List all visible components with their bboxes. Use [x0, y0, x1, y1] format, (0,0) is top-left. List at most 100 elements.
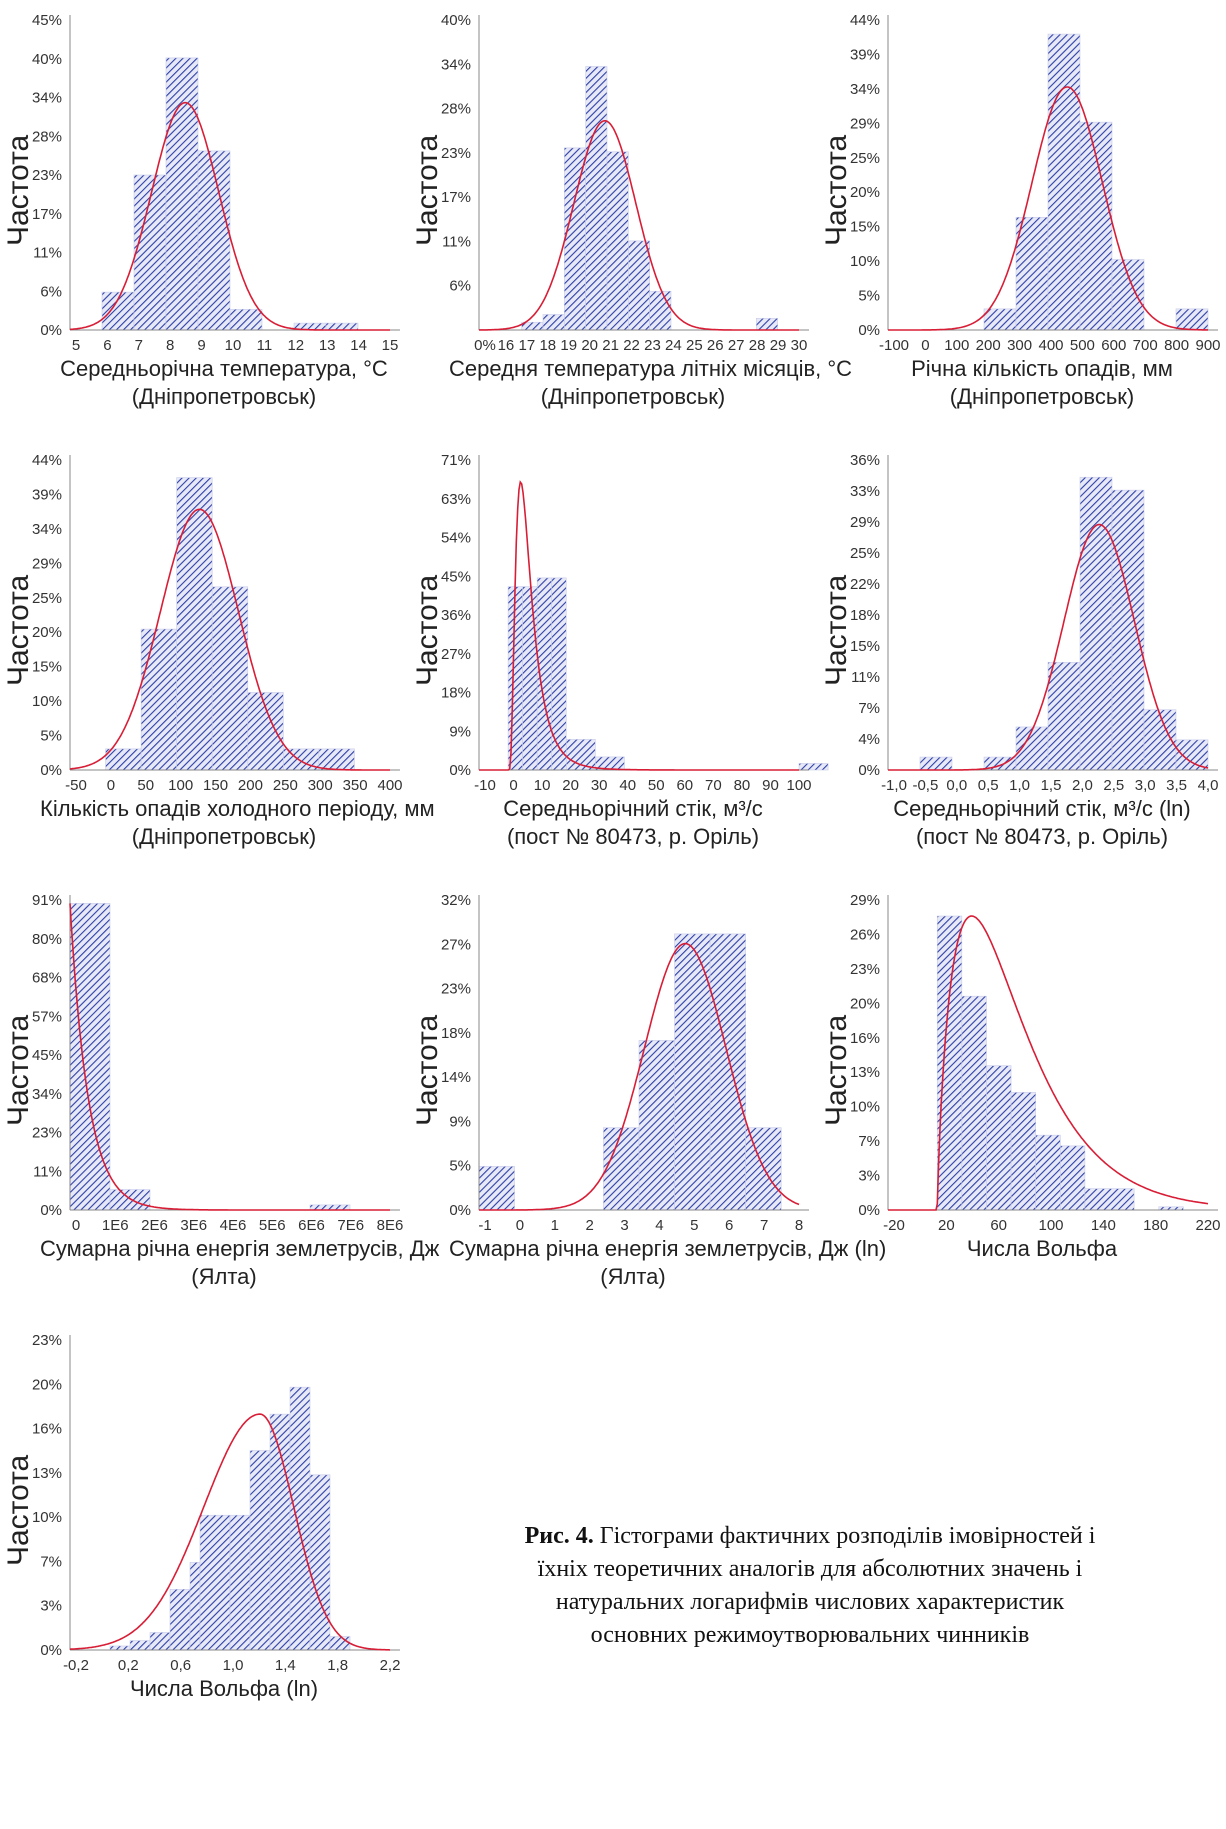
x-tick-label: 6 [725, 1217, 733, 1234]
y-tick-label: 80% [32, 931, 62, 948]
x-tick-label: 900 [1195, 337, 1220, 354]
x-tick-label: 1E6 [102, 1217, 129, 1234]
y-tick-label: 0% [40, 1202, 62, 1219]
y-tick-label: 3% [858, 1168, 880, 1185]
x-axis-title: Числа Вольфа (ln) [129, 1676, 319, 1701]
y-tick-label: 10% [32, 693, 62, 710]
y-tick-label: 23% [850, 961, 880, 978]
y-tick-label: 7% [40, 1553, 62, 1570]
y-tick-label: 0% [40, 1642, 62, 1659]
fitted-distribution-curve [888, 86, 1208, 331]
x-tick-label: 4,0 [1198, 777, 1219, 794]
histogram-bar [325, 322, 359, 331]
histogram-bar [1060, 1145, 1086, 1211]
x-tick-label: -0,2 [63, 1657, 89, 1674]
y-tick-label: 34% [32, 90, 62, 107]
y-tick-label: 23% [32, 1332, 62, 1349]
x-tick-label: 19 [560, 337, 577, 354]
x-tick-label: 3E6 [180, 1217, 207, 1234]
fitted-distribution-curve [69, 1413, 391, 1651]
x-axis-title: Середньорічний стік, м³/с [503, 796, 763, 821]
x-tick-label: 800 [1164, 337, 1189, 354]
x-tick-label: 30 [591, 777, 608, 794]
y-tick-label: 71% [441, 452, 471, 469]
y-tick-label: 34% [441, 56, 471, 73]
y-tick-label: 11% [851, 669, 880, 686]
y-tick-label: 25% [850, 150, 880, 167]
histogram-bar [229, 1514, 251, 1651]
y-tick-label: 14% [441, 1069, 471, 1086]
histogram-bar [603, 1127, 640, 1211]
x-tick-label: 2,2 [380, 1657, 401, 1674]
x-tick-label: 180 [1143, 1217, 1168, 1234]
histogram-bar [1175, 308, 1209, 331]
x-tick-label: 29 [770, 337, 787, 354]
y-tick-label: 11% [33, 245, 62, 262]
y-tick-label: 4% [858, 731, 880, 748]
y-tick-label: 28% [441, 101, 471, 118]
histogram-panel-10: Частота 0% 3% 7% 10% 13% 16% 20% 23% -0,2 0,2 0,6 1,… [0, 1320, 408, 1760]
x-tick-label: 7 [135, 337, 143, 354]
fitted-distribution-curve [69, 508, 390, 771]
histogram-panel-1: Частота 0% 6% 11% 17% 23% 28% 34% 40% 45% 5 6 7 8 9 10 1… [0, 0, 408, 440]
x-tick-label: 2,5 [1103, 777, 1124, 794]
y-tick-label: 9% [449, 723, 471, 740]
y-tick-label: 22% [850, 576, 880, 593]
histogram-bar [1015, 216, 1049, 331]
y-tick-label: 3% [40, 1598, 62, 1615]
y-tick-label: 32% [441, 892, 471, 909]
x-tick-label: -100 [879, 337, 909, 354]
x-tick-label: 40 [619, 777, 636, 794]
histogram-plot: 6% 11% 17% 23% 28% 34% 40% 0% 16 17 18 19 20 21 22 23 24… [441, 12, 809, 354]
x-axis-subtitle: (Дніпропетровськ) [540, 384, 726, 409]
y-tick-label: 10% [32, 1509, 62, 1526]
histogram-plot: 0% 6% 11% 17% 23% 28% 34% 40% 45% 5 6 7 8 9 10 11 12 13 14… [32, 12, 400, 354]
x-tick-label: 150 [203, 777, 228, 794]
y-tick-label: 57% [32, 1008, 62, 1025]
x-tick-label: -1 [478, 1217, 491, 1234]
x-tick-label: 0% [474, 337, 496, 354]
x-tick-label: 50 [648, 777, 665, 794]
y-tick-label: 5% [40, 728, 62, 745]
x-tick-label: 4 [655, 1217, 663, 1234]
y-tick-label: 7% [858, 1133, 880, 1150]
y-tick-label: 26% [850, 926, 880, 943]
x-tick-label: 2,0 [1072, 777, 1093, 794]
x-tick-label: 6E6 [298, 1217, 325, 1234]
x-tick-label: 200 [238, 777, 263, 794]
histogram-bar [1079, 476, 1113, 771]
histogram-bar [1084, 1188, 1135, 1211]
histogram-panel-3: Частота 0% 5% 10% 15% 20% 25% 29% 34% 39% 44% -100 0… [818, 0, 1226, 440]
histogram-bar [109, 1189, 151, 1211]
fitted-distribution-curve [69, 101, 390, 331]
fitted-distribution-curve [888, 915, 1209, 1211]
y-tick-label: 20% [850, 995, 880, 1012]
y-tick-label: 25% [850, 545, 880, 562]
histogram-bar [638, 1040, 675, 1211]
y-tick-label: 36% [850, 452, 880, 469]
histogram-bar [289, 1386, 311, 1651]
histogram-plot: 0% 3% 7% 10% 13% 16% 20% 23% -0,2 0,2 0,6 1,0 1,4 1,8… [32, 1332, 401, 1674]
y-tick-label: 6% [449, 278, 471, 295]
y-tick-label: 11% [442, 233, 471, 250]
histogram-panel-7: Частота 0% 11% 23% 34% 45% 57% 68% 80% 91% 0 1E6 2E6… [0, 880, 439, 1320]
x-tick-label: 25 [686, 337, 703, 354]
y-tick-label: 11% [33, 1163, 62, 1180]
y-tick-label: 36% [441, 607, 471, 624]
y-tick-label: 17% [32, 206, 62, 223]
x-tick-label: 100 [944, 337, 969, 354]
x-tick-label: 100 [786, 777, 811, 794]
histogram-plot: 0% 3% 7% 10% 13% 16% 20% 23% 26% 29% -20 20 60 100 140… [850, 892, 1221, 1234]
y-tick-label: 13% [850, 1064, 880, 1081]
histogram-bar [628, 240, 650, 331]
y-tick-label: 20% [32, 1376, 62, 1393]
histogram-bar [919, 756, 953, 771]
x-tick-label: 13 [319, 337, 336, 354]
y-tick-label: 10% [850, 1099, 880, 1116]
histogram-bar [149, 1632, 171, 1651]
x-axis-title: Числа Вольфа [966, 1236, 1118, 1261]
x-tick-label: -0,5 [912, 777, 938, 794]
histogram-bar [1047, 33, 1081, 331]
histogram-bar [140, 628, 177, 771]
histogram-bar [247, 692, 284, 771]
